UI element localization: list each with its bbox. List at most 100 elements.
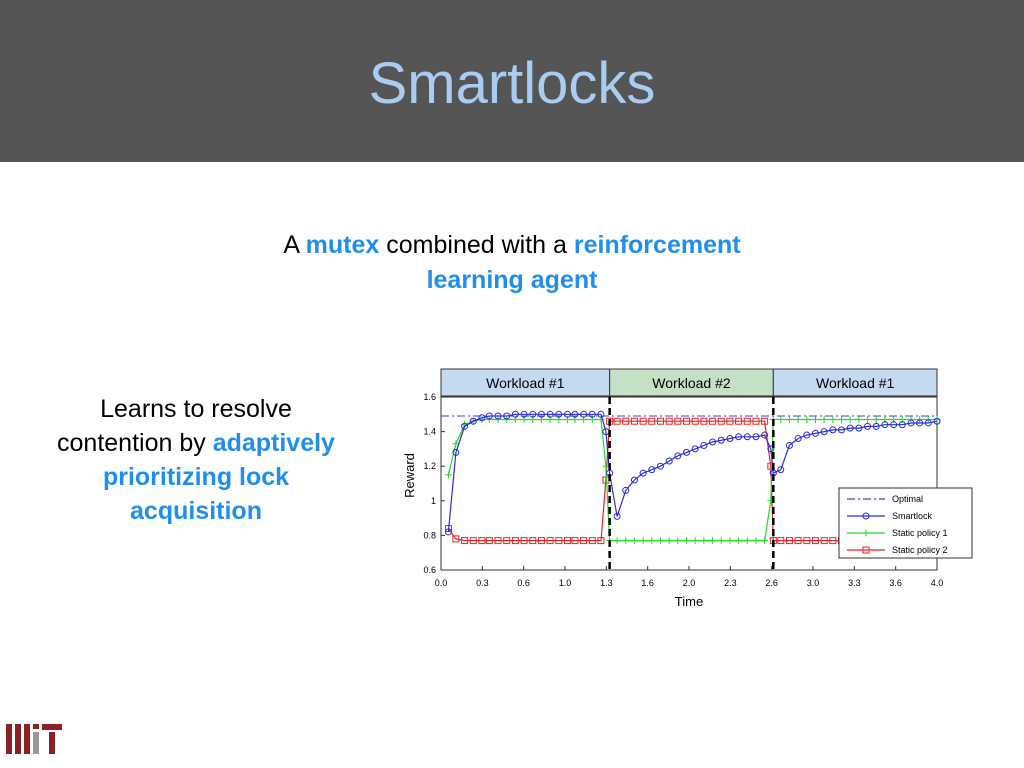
x-tick-label: 2.3: [724, 578, 737, 588]
data-point-smartlock: [452, 448, 460, 456]
legend-marker-smartlock: [862, 512, 870, 520]
data-point-smartlock: [743, 433, 751, 441]
data-point-static-policy-1: [829, 415, 837, 423]
y-tick-label: 1.2: [423, 461, 436, 471]
data-point-smartlock: [898, 421, 906, 429]
data-point-smartlock: [916, 419, 924, 427]
workload-label-1: Workload #2: [652, 375, 731, 391]
legend-box: [838, 487, 973, 559]
data-point-smartlock: [656, 462, 664, 470]
x-tick-label: 3.0: [807, 578, 820, 588]
data-point-static-policy-2: [588, 537, 596, 545]
workload-label-0: Workload #1: [486, 375, 565, 391]
data-point-static-policy-2: [494, 537, 502, 545]
data-point-static-policy-2: [630, 417, 638, 425]
x-tick-label: 4.0: [931, 578, 944, 588]
bullet-text-plain: Learns to resolve contention by: [57, 395, 292, 457]
data-point-static-policy-1: [656, 537, 664, 545]
x-tick-label: 0.0: [435, 578, 448, 588]
data-point-static-policy-1: [735, 537, 743, 545]
data-point-static-policy-2: [803, 537, 811, 545]
data-point-static-policy-2: [777, 537, 785, 545]
data-point-smartlock: [597, 410, 605, 418]
data-point-static-policy-1: [691, 537, 699, 545]
data-point-smartlock: [752, 433, 760, 441]
x-tick-label: 2.0: [683, 578, 696, 588]
data-point-smartlock: [864, 422, 872, 430]
data-point-smartlock: [622, 486, 630, 494]
x-tick-label: 0.6: [517, 578, 530, 588]
data-point-smartlock: [933, 417, 941, 425]
data-point-smartlock: [872, 422, 880, 430]
data-point-static-policy-2: [648, 417, 656, 425]
data-point-smartlock: [890, 421, 898, 429]
data-point-static-policy-2: [785, 537, 793, 545]
data-point-static-policy-1: [785, 415, 793, 423]
data-point-static-policy-2: [674, 417, 682, 425]
x-tick-label: 1.3: [600, 578, 613, 588]
data-point-static-policy-1: [864, 415, 872, 423]
data-point-static-policy-2: [461, 537, 469, 545]
data-point-static-policy-2: [735, 417, 743, 425]
data-point-smartlock: [811, 429, 819, 437]
data-point-static-policy-1: [622, 537, 630, 545]
data-point-static-policy-2: [452, 535, 460, 543]
data-point-smartlock: [700, 441, 708, 449]
data-point-static-policy-2: [683, 417, 691, 425]
data-point-static-policy-1: [752, 537, 760, 545]
data-point-smartlock: [546, 410, 554, 418]
data-point-static-policy-1: [709, 537, 717, 545]
mit-logo-icon: [6, 724, 62, 754]
legend-label-static-policy-1: Static policy 1: [892, 528, 948, 538]
data-point-static-policy-1: [602, 462, 610, 470]
data-point-static-policy-2: [478, 537, 486, 545]
data-point-static-policy-2: [571, 537, 579, 545]
data-point-smartlock: [785, 441, 793, 449]
x-axis-label: Time: [675, 594, 703, 609]
data-point-static-policy-1: [700, 537, 708, 545]
data-point-static-policy-1: [648, 537, 656, 545]
data-point-static-policy-1: [803, 415, 811, 423]
data-point-smartlock: [563, 410, 571, 418]
slide-title: Smartlocks: [368, 51, 656, 116]
y-tick-label: 0.6: [423, 565, 436, 575]
data-point-static-policy-2: [717, 417, 725, 425]
data-point-static-policy-2: [469, 537, 477, 545]
data-point-static-policy-2: [485, 537, 493, 545]
title-bar: [0, 0, 1024, 162]
data-point-smartlock: [555, 410, 563, 418]
data-point-smartlock: [665, 457, 673, 465]
data-point-smartlock: [511, 410, 519, 418]
subtitle-text-2: combined with a: [379, 231, 574, 259]
x-tick-label: 1.0: [559, 578, 572, 588]
data-point-static-policy-2: [546, 537, 554, 545]
data-point-static-policy-2: [811, 537, 819, 545]
data-point-smartlock: [767, 445, 775, 453]
data-point-smartlock: [881, 421, 889, 429]
data-point-static-policy-2: [743, 417, 751, 425]
data-point-smartlock: [580, 410, 588, 418]
data-point-static-policy-2: [761, 417, 769, 425]
x-tick-label: 0.3: [476, 578, 489, 588]
data-point-static-policy-2: [656, 417, 664, 425]
data-point-smartlock: [537, 410, 545, 418]
y-axis-label: Reward: [402, 453, 417, 498]
data-point-static-policy-2: [639, 417, 647, 425]
y-tick-label: 1: [431, 496, 436, 506]
data-point-smartlock: [777, 466, 785, 474]
data-point-static-policy-1: [761, 537, 769, 545]
data-point-static-policy-2: [709, 417, 717, 425]
data-point-smartlock: [529, 410, 537, 418]
data-point-static-policy-2: [580, 537, 588, 545]
data-point-static-policy-2: [503, 537, 511, 545]
data-point-static-policy-2: [511, 537, 519, 545]
data-point-static-policy-1: [846, 415, 854, 423]
workload-band-0: [440, 368, 611, 397]
data-point-smartlock: [461, 422, 469, 430]
series-line-static-policy-2: [447, 420, 868, 542]
data-point-static-policy-2: [597, 537, 605, 545]
data-point-static-policy-2: [726, 417, 734, 425]
data-point-static-policy-2: [529, 537, 537, 545]
workload-band-1: [609, 368, 774, 397]
